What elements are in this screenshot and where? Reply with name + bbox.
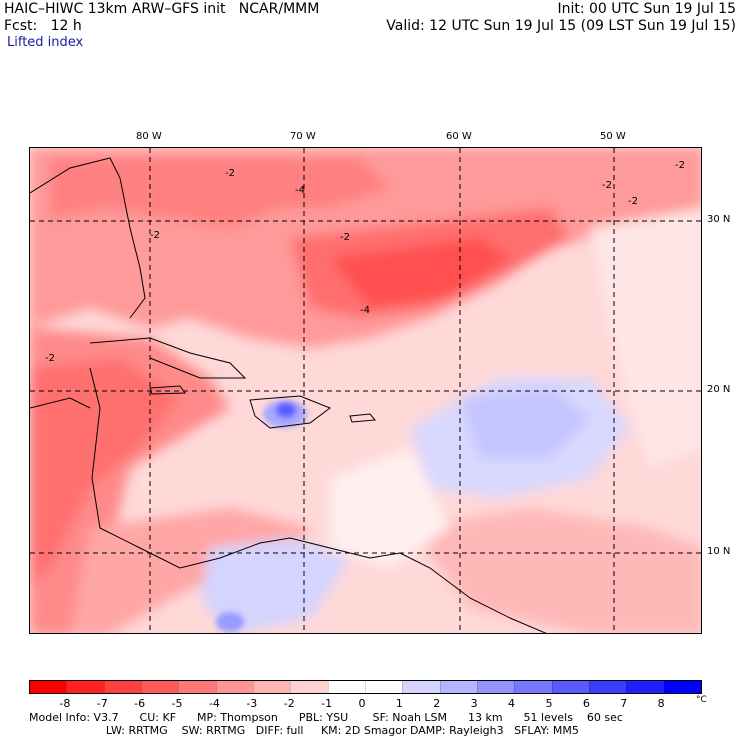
model-info-line1: Model Info: V3.7 CU: KF MP: Thompson PBL…	[29, 711, 623, 724]
contour-label: -2	[45, 353, 55, 364]
coast-florida	[30, 157, 146, 319]
coast-hispaniola	[249, 395, 332, 429]
lon-label-60w: 60 W	[446, 131, 472, 142]
coast-puerto-rico	[349, 413, 376, 423]
colorbar-tick-label: 5	[545, 697, 553, 710]
colorbar-tick-label: 2	[433, 697, 441, 710]
colorbar-tick-label: 1	[395, 697, 403, 710]
colorbar-swatch	[290, 681, 328, 693]
coast-south-america	[89, 367, 547, 633]
colorbar-swatch	[551, 681, 589, 693]
colorbar-swatch	[66, 681, 104, 693]
contour-label: -2	[225, 168, 235, 179]
colorbar-swatch	[30, 681, 67, 693]
colorbar-tick-label: 3	[470, 697, 478, 710]
colorbar-swatch	[476, 681, 515, 693]
colorbar-tick-label: -2	[283, 697, 295, 710]
field-blue-south	[200, 538, 350, 633]
contour-label: -2	[602, 180, 612, 191]
contour-label: -4	[360, 305, 370, 316]
coast-jamaica	[149, 385, 186, 395]
colorbar-tick-label: -5	[171, 697, 183, 710]
model-info-line2: LW: RRTMG SW: RRTMG DIFF: full KM: 2D Sm…	[29, 724, 579, 737]
colorbar-swatch	[327, 681, 365, 693]
colorbar-swatch	[663, 681, 701, 693]
colorbar-swatch	[626, 681, 664, 693]
colorbar-tick-label: -1	[321, 697, 333, 710]
colorbar-tick-label: -8	[59, 697, 71, 710]
model-title: HAIC–HIWC 13km ARW–GFS init NCAR/MMM	[4, 1, 320, 17]
lat-label-30n: 30 N	[707, 214, 731, 225]
colorbar-tick-label: 0	[358, 697, 366, 710]
contour-labels: -2 -2 -2 -2 -4 -2 -2 -2 -4	[45, 160, 685, 364]
colorbar-tick-label: -6	[134, 697, 146, 710]
colorbar-swatch	[364, 681, 403, 693]
init-time: Init: 00 UTC Sun 19 Jul 15	[557, 1, 736, 17]
lat-lon-grid	[30, 148, 701, 633]
field-name: Lifted index	[7, 35, 84, 50]
colorbar-swatch	[588, 681, 627, 693]
colorbar-tick-label: 4	[508, 697, 516, 710]
colorbar-tick-label: -3	[246, 697, 258, 710]
lat-label-20n: 20 N	[707, 384, 731, 395]
contour-label: -2	[675, 160, 685, 171]
lon-label-50w: 50 W	[600, 131, 626, 142]
map-canvas: -2 -2 -2 -2 -4 -2 -2 -2 -4	[30, 148, 701, 633]
colorbar-unit: °C	[696, 695, 707, 705]
valid-time: Valid: 12 UTC Sun 19 Jul 15 (09 LST Sun …	[386, 18, 736, 34]
lon-label-80w: 80 W	[136, 131, 162, 142]
contour-label: -2	[340, 232, 350, 243]
colorbar-swatch	[215, 681, 253, 693]
lon-label-70w: 70 W	[290, 131, 316, 142]
colorbar-tick-label: -7	[96, 697, 108, 710]
colorbar-tick-label: 6	[582, 697, 590, 710]
contour-label: -2	[628, 196, 638, 207]
forecast-hour: Fcst: 12 h	[4, 18, 82, 34]
colorbar	[29, 680, 702, 694]
colorbar-tick-label: -4	[208, 697, 220, 710]
lat-label-10n: 10 N	[707, 546, 731, 557]
lifted-index-map: -2 -2 -2 -2 -4 -2 -2 -2 -4	[29, 147, 702, 634]
colorbar-swatch	[439, 681, 477, 693]
colorbar-swatch	[103, 681, 141, 693]
colorbar-swatch	[514, 681, 552, 693]
contour-label: -4	[295, 185, 305, 196]
colorbar-tick-label: 8	[657, 697, 665, 710]
colorbar-swatch	[178, 681, 216, 693]
colorbar-swatch	[140, 681, 179, 693]
colorbar-swatch	[252, 681, 291, 693]
colorbar-tick-label: 7	[620, 697, 628, 710]
contour-label: -2	[150, 230, 160, 241]
colorbar-swatch	[402, 681, 440, 693]
